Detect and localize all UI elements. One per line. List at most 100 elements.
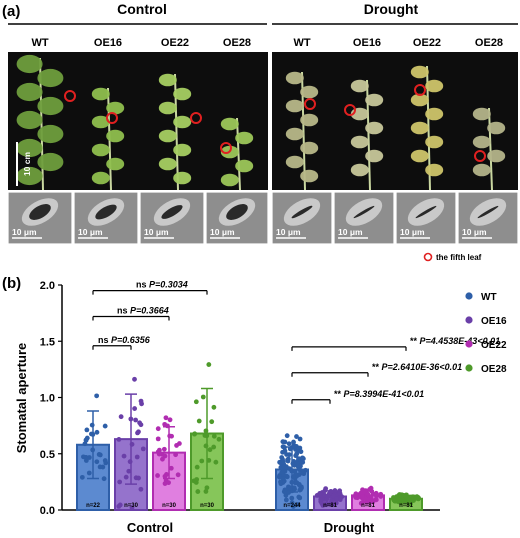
data-point: [89, 431, 94, 437]
data-point: [286, 441, 292, 447]
bar-drought-oe16: n=81: [313, 486, 347, 511]
data-point: [194, 464, 200, 470]
legend-entry: WT: [481, 292, 497, 303]
significance-label: ns P=0.3034: [136, 280, 188, 290]
data-point: [360, 499, 366, 505]
data-point: [278, 460, 284, 465]
significance-label: ns P=0.6356: [98, 335, 151, 345]
plant-image: [344, 79, 384, 191]
significance-bracket: ** P=8.3994E-41<0.01: [291, 389, 424, 404]
bar-control-oe22: n=30: [152, 415, 186, 511]
data-point: [135, 430, 140, 436]
data-point: [378, 494, 384, 499]
data-point: [129, 505, 135, 511]
data-point: [314, 493, 320, 498]
data-point: [290, 474, 296, 480]
sample-size-label: n=30: [124, 503, 139, 509]
data-point: [297, 436, 303, 442]
bar-drought-oe22: n=81: [351, 485, 385, 511]
data-point: [84, 427, 90, 433]
data-point: [325, 493, 331, 499]
data-point: [394, 494, 399, 500]
stomata-micrograph: 10 μm: [457, 191, 519, 245]
data-point: [291, 439, 296, 445]
legend-marker-icon: [465, 292, 473, 300]
plant-image: [472, 107, 506, 191]
data-point: [163, 415, 169, 421]
stomata-micrograph: 10 μm: [139, 191, 205, 245]
data-point: [200, 394, 206, 400]
fifth-leaf-circle: [474, 150, 486, 162]
data-point: [136, 475, 141, 481]
significance-bracket: ns P=0.3034: [92, 280, 208, 295]
y-tick-label: 1.5: [40, 336, 55, 348]
data-point: [204, 485, 210, 491]
data-point: [373, 497, 379, 503]
data-point: [134, 454, 140, 460]
stomata-micrograph: 10 μm: [73, 191, 139, 245]
plant-image: [220, 117, 254, 191]
y-tick-label: 0.0: [40, 505, 55, 517]
legend-entry: OE16: [481, 316, 507, 327]
data-point: [367, 487, 372, 492]
fifth-leaf-circle: [344, 104, 356, 116]
y-axis-label: Stomatal aperture: [14, 343, 29, 454]
data-point: [138, 486, 144, 492]
data-point: [277, 474, 282, 479]
data-point: [173, 452, 179, 458]
data-point: [118, 414, 124, 420]
data-point: [360, 494, 365, 500]
data-point: [331, 493, 337, 499]
y-tick-label: 1.0: [40, 393, 55, 405]
data-point: [89, 422, 95, 428]
legend-entry: OE28: [481, 364, 507, 375]
genotype-label: OE22: [161, 37, 189, 49]
data-point: [86, 455, 92, 460]
data-point: [102, 423, 108, 429]
data-point: [203, 443, 209, 449]
data-point: [174, 443, 179, 448]
significance-bracket: ns P=0.3664: [92, 306, 170, 321]
sample-size-label: n=81: [361, 503, 376, 509]
data-point: [128, 416, 134, 422]
data-point: [329, 498, 335, 503]
data-point: [292, 486, 297, 492]
data-point: [298, 449, 304, 455]
data-point: [290, 504, 296, 509]
data-point: [283, 497, 289, 503]
data-point: [123, 474, 129, 480]
data-point: [287, 485, 293, 491]
data-point: [211, 444, 217, 450]
micro-scale-label: 10 μm: [462, 227, 487, 237]
data-point: [401, 497, 406, 503]
data-point: [318, 497, 324, 503]
legend-marker-icon: [465, 364, 473, 372]
data-point: [94, 459, 100, 465]
data-point: [289, 479, 295, 485]
data-point: [392, 498, 398, 504]
micro-scale-label: 10 μm: [338, 227, 363, 237]
genotype-label: WT: [31, 37, 48, 49]
sample-size-label: n=22: [86, 503, 101, 509]
bar-control-wt: n=22: [76, 393, 110, 511]
data-point: [103, 460, 109, 466]
data-point: [413, 495, 419, 501]
data-point: [81, 454, 86, 460]
data-point: [127, 459, 133, 465]
data-point: [296, 482, 302, 488]
plant-image: [410, 65, 444, 191]
fifth-leaf-legend: the fifth leaf: [436, 253, 482, 262]
data-point: [155, 473, 160, 478]
plant-image: [158, 73, 202, 191]
data-point: [211, 404, 217, 410]
micro-scale-label: 10 μm: [78, 227, 103, 237]
data-point: [196, 418, 202, 424]
header-control: Control: [117, 1, 167, 17]
data-point: [140, 446, 146, 452]
legend-entry: OE22: [481, 340, 507, 351]
data-point: [129, 441, 135, 447]
data-point: [334, 496, 339, 502]
genotype-label: OE16: [353, 37, 381, 49]
data-point: [285, 457, 290, 463]
